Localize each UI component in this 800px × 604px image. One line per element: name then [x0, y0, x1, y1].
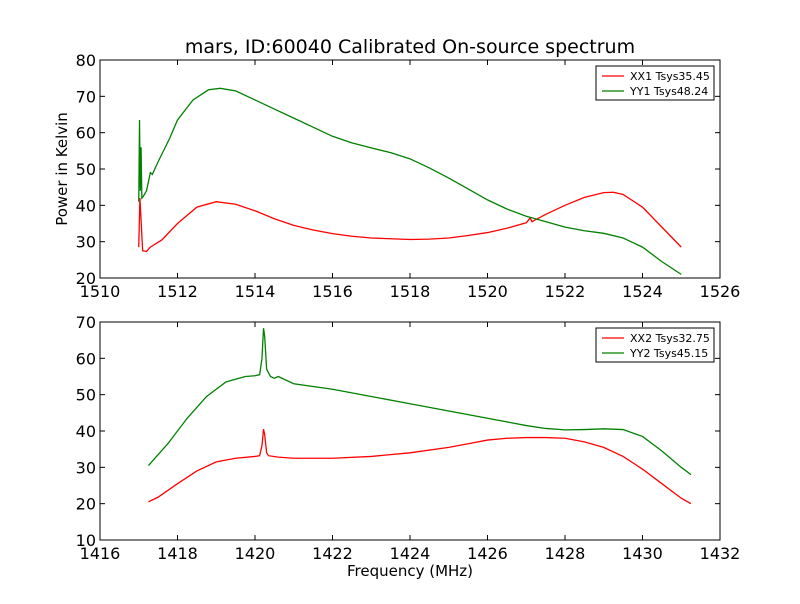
bottom-legend-box	[595, 327, 715, 363]
chart-title: mars, ID:60040 Calibrated On-source spec…	[185, 36, 635, 58]
bottom-y-tick-label: 60	[76, 349, 96, 368]
top-series-2-line	[138, 87, 682, 275]
bottom-y-tick-label: 70	[76, 313, 96, 332]
top-legend: XX1 Tsys35.45 YY1 Tsys48.24	[595, 65, 715, 101]
bottom-x-tick-label: 1428	[545, 544, 586, 563]
bottom-x-tick-label: 1420	[235, 544, 276, 563]
bottom-x-tick-label: 1432	[700, 544, 741, 563]
top-series-1-line	[138, 191, 682, 253]
bottom-x-tick-label: 1422	[312, 544, 353, 563]
bottom-y-tick-label: 30	[76, 458, 96, 477]
top-x-tick-label: 1510	[80, 282, 121, 301]
bottom-series-2-line	[147, 328, 692, 476]
top-x-tick-label: 1518	[390, 282, 431, 301]
bottom-x-tick-label: 1430	[622, 544, 663, 563]
top-x-tick-label: 1516	[312, 282, 353, 301]
bottom-y-tick-label: 50	[76, 386, 96, 405]
bottom-x-tick-label: 1426	[467, 544, 508, 563]
top-y-tick-label: 60	[76, 124, 96, 143]
bottom-y-tick-label: 10	[76, 531, 96, 550]
bottom-y-tick-label: 20	[76, 495, 96, 514]
top-y-tick-label: 40	[76, 196, 96, 215]
top-y-axis-label: Power in Kelvin	[53, 112, 71, 226]
bottom-x-tick-label: 1416	[80, 544, 121, 563]
top-y-tick-label: 50	[76, 160, 96, 179]
top-y-tick-label: 80	[76, 51, 96, 70]
bottom-x-axis-label: Frequency (MHz)	[347, 562, 473, 580]
top-x-tick-label: 1512	[157, 282, 198, 301]
top-y-tick-label: 70	[76, 87, 96, 106]
top-x-tick-label: 1522	[545, 282, 586, 301]
top-x-tick-label: 1514	[235, 282, 276, 301]
top-y-tick-label: 30	[76, 233, 96, 252]
bottom-legend: XX2 Tsys32.75 YY2 Tsys45.15	[595, 327, 715, 363]
bottom-legend-label-2: YY2 Tsys45.15	[629, 347, 708, 360]
bottom-y-tick-label: 40	[76, 422, 96, 441]
bottom-series-1-line	[148, 429, 692, 505]
top-x-tick-label: 1526	[700, 282, 741, 301]
bottom-x-tick-label: 1418	[157, 544, 198, 563]
top-panel: 1510 1512 1514 1516 1518 1520 1522 1524 1526 20 30…	[76, 51, 741, 301]
bottom-panel: 1416 1418 1420 1422 1424 1426 1428 1430 1432 10 20…	[76, 313, 741, 563]
top-y-tick-label: 20	[76, 269, 96, 288]
top-legend-label-2: YY1 Tsys48.24	[629, 85, 708, 98]
top-legend-box	[595, 65, 715, 101]
bottom-x-tick-label: 1424	[390, 544, 431, 563]
top-x-tick-label: 1520	[467, 282, 508, 301]
top-x-tick-label: 1524	[622, 282, 663, 301]
top-legend-label-1: XX1 Tsys35.45	[630, 70, 710, 83]
bottom-legend-label-1: XX2 Tsys32.75	[630, 332, 710, 345]
